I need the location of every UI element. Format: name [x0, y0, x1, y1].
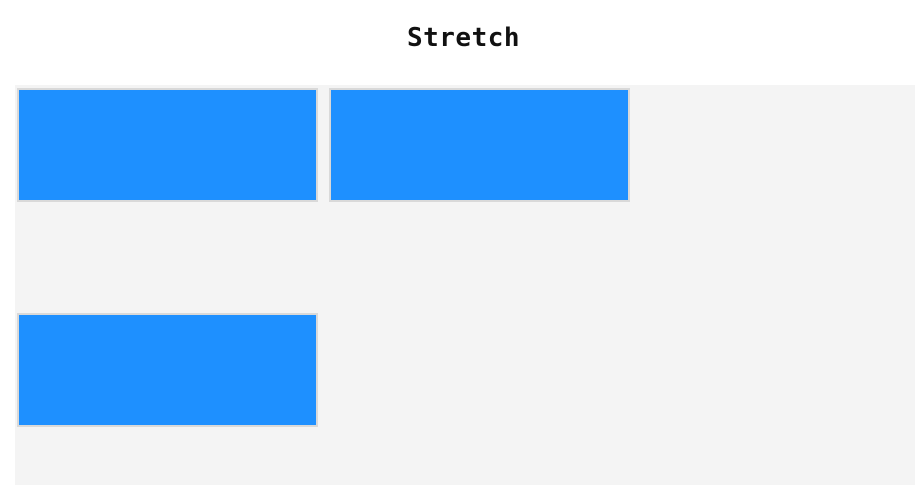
flex-item [17, 313, 318, 427]
flex-item [17, 88, 318, 202]
page-title: Stretch [406, 23, 521, 53]
flex-container [15, 85, 915, 485]
flex-item [329, 88, 630, 202]
